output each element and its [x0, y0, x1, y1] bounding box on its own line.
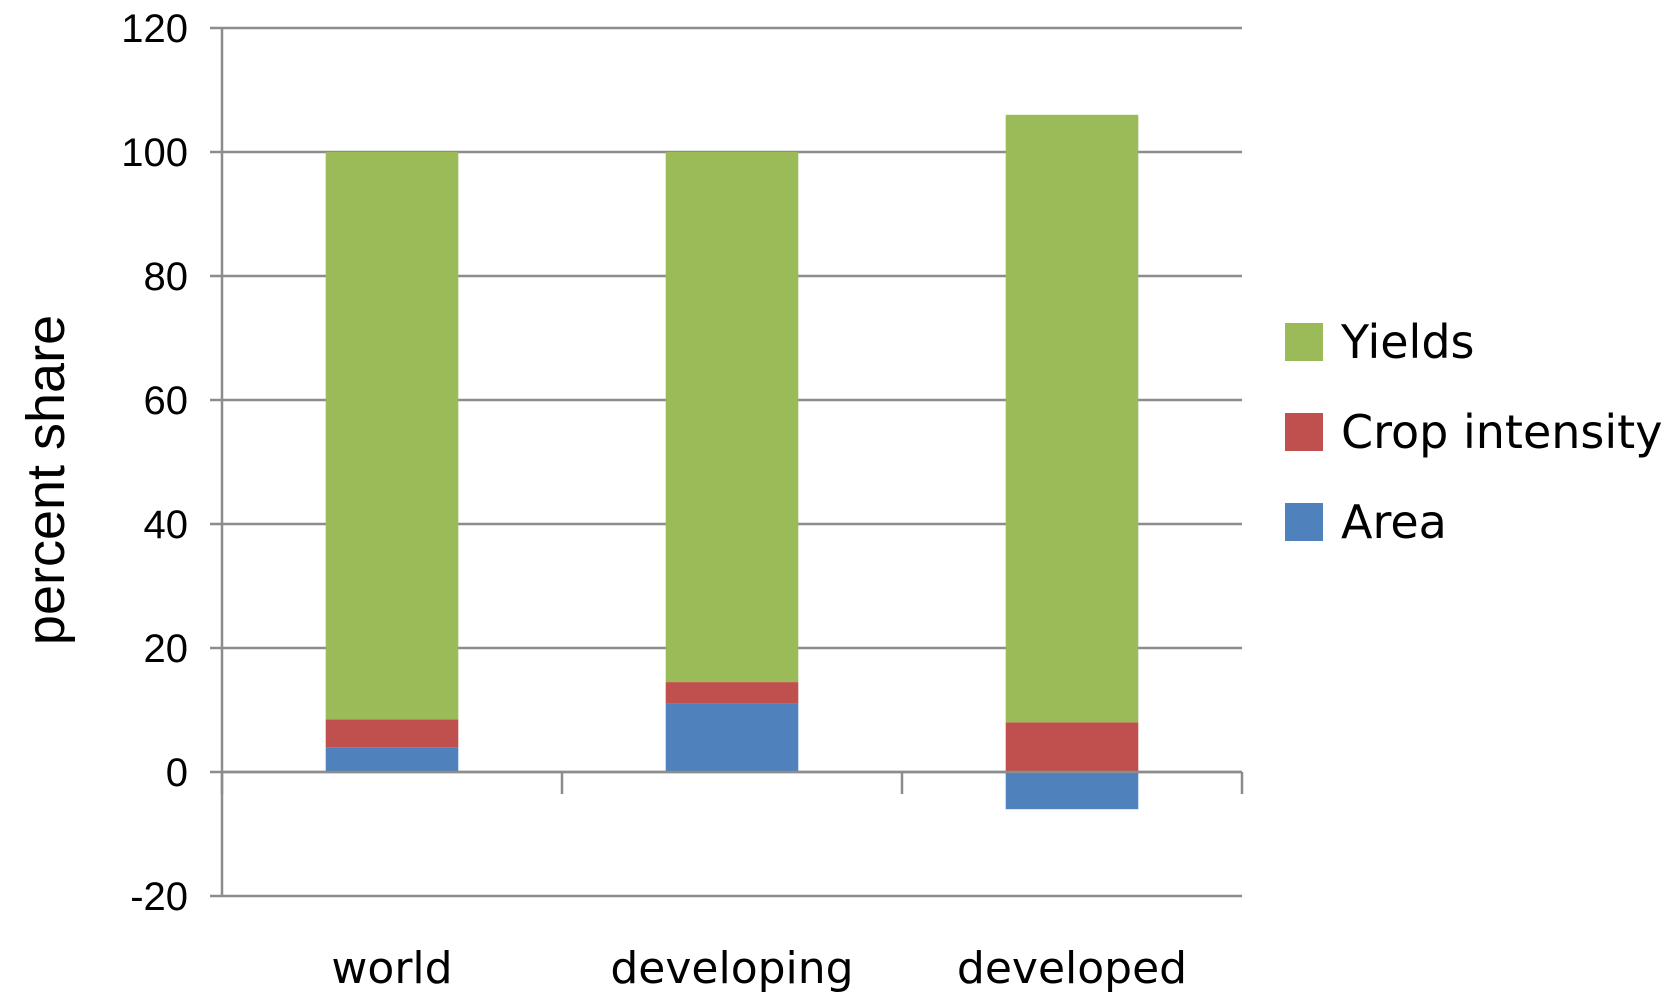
y-tick-label: 0 [166, 751, 188, 795]
y-tick-label: -20 [130, 875, 188, 919]
x-category-label: developing [610, 943, 853, 993]
bar-yields-developing [665, 152, 799, 683]
legend-swatch-crop-intensity [1285, 413, 1323, 451]
bar-yields-developed [1005, 114, 1139, 723]
legend-swatch-yields [1285, 323, 1323, 361]
bar-area-world [325, 747, 459, 772]
y-tick-labels: -20 0 20 40 60 80 100 120 [121, 7, 188, 919]
legend-swatch-area [1285, 503, 1323, 541]
bar-crop-intensity-developing [665, 682, 799, 704]
axes [220, 28, 1244, 896]
bar-yields-world [325, 152, 459, 720]
y-tick-label: 20 [144, 627, 189, 671]
legend-label-area: Area [1341, 495, 1447, 549]
bar-crop-intensity-developed [1005, 722, 1139, 772]
legend-label-yields: Yields [1340, 315, 1475, 369]
y-tick-label: 120 [121, 7, 188, 51]
bar-area-developed [1005, 772, 1139, 810]
x-category-labels: world developing developed [331, 943, 1187, 993]
y-tick-label: 60 [144, 379, 189, 423]
y-tick-label: 80 [144, 255, 189, 299]
bars [325, 114, 1139, 810]
x-category-label: developed [957, 943, 1187, 993]
bar-area-developing [665, 703, 799, 772]
y-axis-title: percent share [16, 315, 76, 645]
bar-crop-intensity-world [325, 719, 459, 748]
x-category-label: world [331, 943, 452, 993]
y-tick-label: 100 [121, 131, 188, 175]
legend: Yields Crop intensity Area [1285, 315, 1662, 549]
y-tick-label: 40 [144, 503, 189, 547]
legend-label-crop-intensity: Crop intensity [1341, 405, 1662, 459]
